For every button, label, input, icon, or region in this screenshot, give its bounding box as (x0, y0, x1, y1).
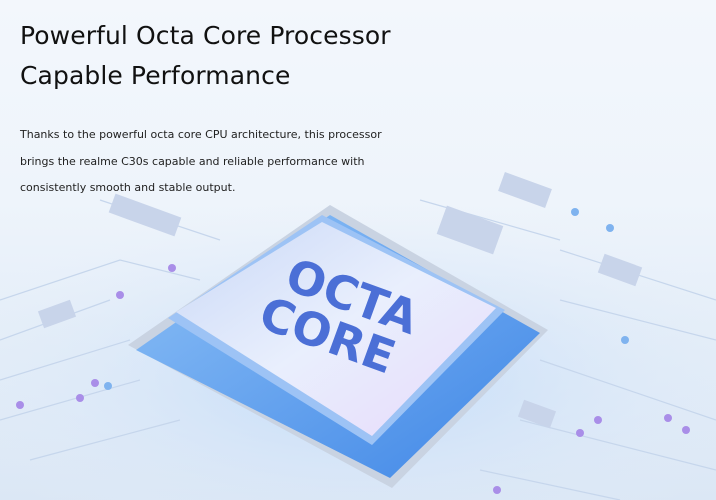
page-title: Powerful Octa Core Processor Capable Per… (20, 16, 391, 96)
title-line-2: Capable Performance (20, 61, 291, 90)
chip: OCTA CORE (128, 205, 548, 488)
feature-description: Thanks to the powerful octa core CPU arc… (20, 128, 382, 194)
title-line-1: Powerful Octa Core Processor (20, 21, 391, 50)
